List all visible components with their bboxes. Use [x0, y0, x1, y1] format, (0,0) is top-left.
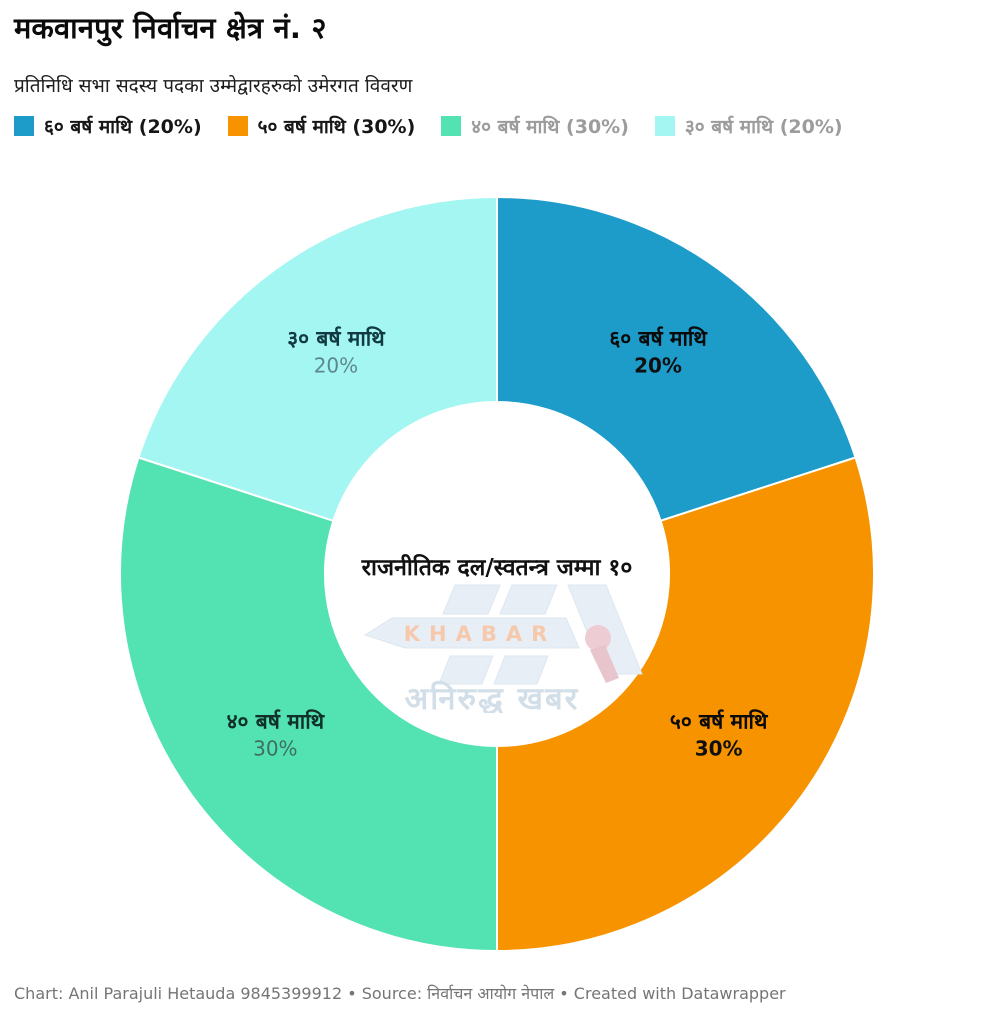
slice-percent: 30% [253, 736, 298, 761]
donut-slices [119, 195, 875, 953]
chart-subtitle: प्रतिनिधि सभा सदस्य पदका उम्मेद्वारहरुको… [14, 75, 413, 97]
donut-slice-2[interactable] [119, 456, 498, 953]
legend-item-3[interactable]: ३० बर्ष माथि (20%) [654, 113, 843, 139]
slice-percent: 20% [634, 353, 682, 378]
legend-swatch-3 [654, 116, 675, 136]
legend-swatch-1 [227, 116, 248, 136]
legend: ६० बर्ष माथि (20%) ५० बर्ष माथि (30%) ४०… [14, 113, 843, 139]
donut-center-label: राजनीतिक दल/स्वतन्त्र जम्मा १० [361, 555, 633, 581]
slice-label-2: ४० बर्ष माथि 30% [227, 709, 324, 762]
slice-name: ५० बर्ष माथि [669, 709, 768, 734]
legend-item-0[interactable]: ६० बर्ष माथि (20%) [14, 113, 202, 139]
legend-swatch-2 [441, 116, 462, 136]
chart-footer-credits: Chart: Anil Parajuli Hetauda 9845399912 … [14, 984, 786, 1003]
slice-name: ६० बर्ष माथि [609, 326, 707, 351]
slice-label-3: ३० बर्ष माथि 20% [287, 326, 384, 379]
donut-slice-1[interactable] [496, 456, 875, 953]
slice-percent: 30% [694, 736, 743, 761]
slice-name: ३० बर्ष माथि [287, 326, 385, 351]
legend-label-0: ६० बर्ष माथि (20%) [44, 116, 202, 138]
legend-label-1: ५० बर्ष माथि (30%) [257, 116, 416, 138]
legend-item-1[interactable]: ५० बर्ष माथि (30%) [227, 113, 416, 139]
slice-percent: 20% [313, 353, 359, 378]
legend-label-2: ४० बर्ष माथि (30%) [471, 116, 629, 138]
slice-name: ४० बर्ष माथि [226, 709, 325, 734]
legend-label-3: ३० बर्ष माथि (20%) [684, 116, 843, 138]
legend-item-2[interactable]: ४० बर्ष माथि (30%) [441, 113, 629, 139]
slice-label-0: ६० बर्ष माथि 20% [609, 326, 706, 379]
legend-swatch-0 [14, 116, 34, 136]
slice-label-1: ५० बर्ष माथि 30% [670, 709, 767, 762]
page-title: मकवानपुर निर्वाचन क्षेत्र नं. २ [14, 11, 327, 45]
donut-slice-0[interactable] [496, 195, 857, 523]
donut-slice-3[interactable] [137, 195, 498, 523]
